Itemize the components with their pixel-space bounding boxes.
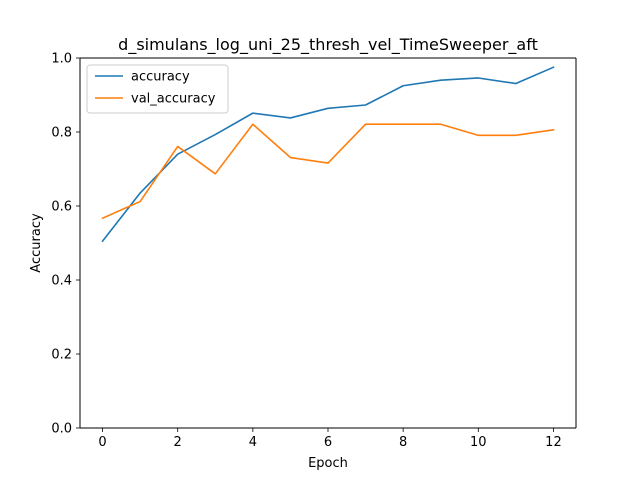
x-tick-label: 4 (249, 435, 257, 450)
series-line-accuracy (101, 66, 555, 243)
y-axis-label: Accuracy (29, 213, 44, 273)
x-tick-label: 2 (174, 435, 182, 450)
y-tick-label: 0.4 (51, 274, 72, 289)
series-line-val-accuracy (101, 123, 555, 220)
y-tick-label: 0.8 (51, 126, 72, 141)
legend-frame (86, 64, 229, 114)
y-tick-label: 0.2 (51, 348, 72, 363)
x-tick-label: 0 (98, 435, 106, 450)
x-tick-label: 10 (470, 435, 487, 450)
x-axis-label: Epoch (308, 456, 348, 471)
x-tick-label: 12 (545, 435, 562, 450)
plot-area (80, 58, 576, 428)
y-tick-label: 0.6 (51, 200, 72, 215)
y-tick-label: 0.0 (51, 422, 72, 437)
x-tick-label: 6 (324, 435, 332, 450)
axis-ticks: 0 2 4 6 8 10 12 0.0 0.2 0.4 0.6 0.8 1.0 (51, 52, 561, 451)
legend-label-accuracy: accuracy (131, 70, 190, 85)
y-tick-label: 1.0 (51, 52, 72, 67)
legend-label-val-accuracy: val_accuracy (131, 92, 216, 107)
series-lines (101, 66, 555, 243)
x-tick-label: 8 (399, 435, 407, 450)
legend: accuracy val_accuracy (86, 64, 229, 114)
chart-title: d_simulans_log_uni_25_thresh_vel_TimeSwe… (118, 35, 538, 55)
